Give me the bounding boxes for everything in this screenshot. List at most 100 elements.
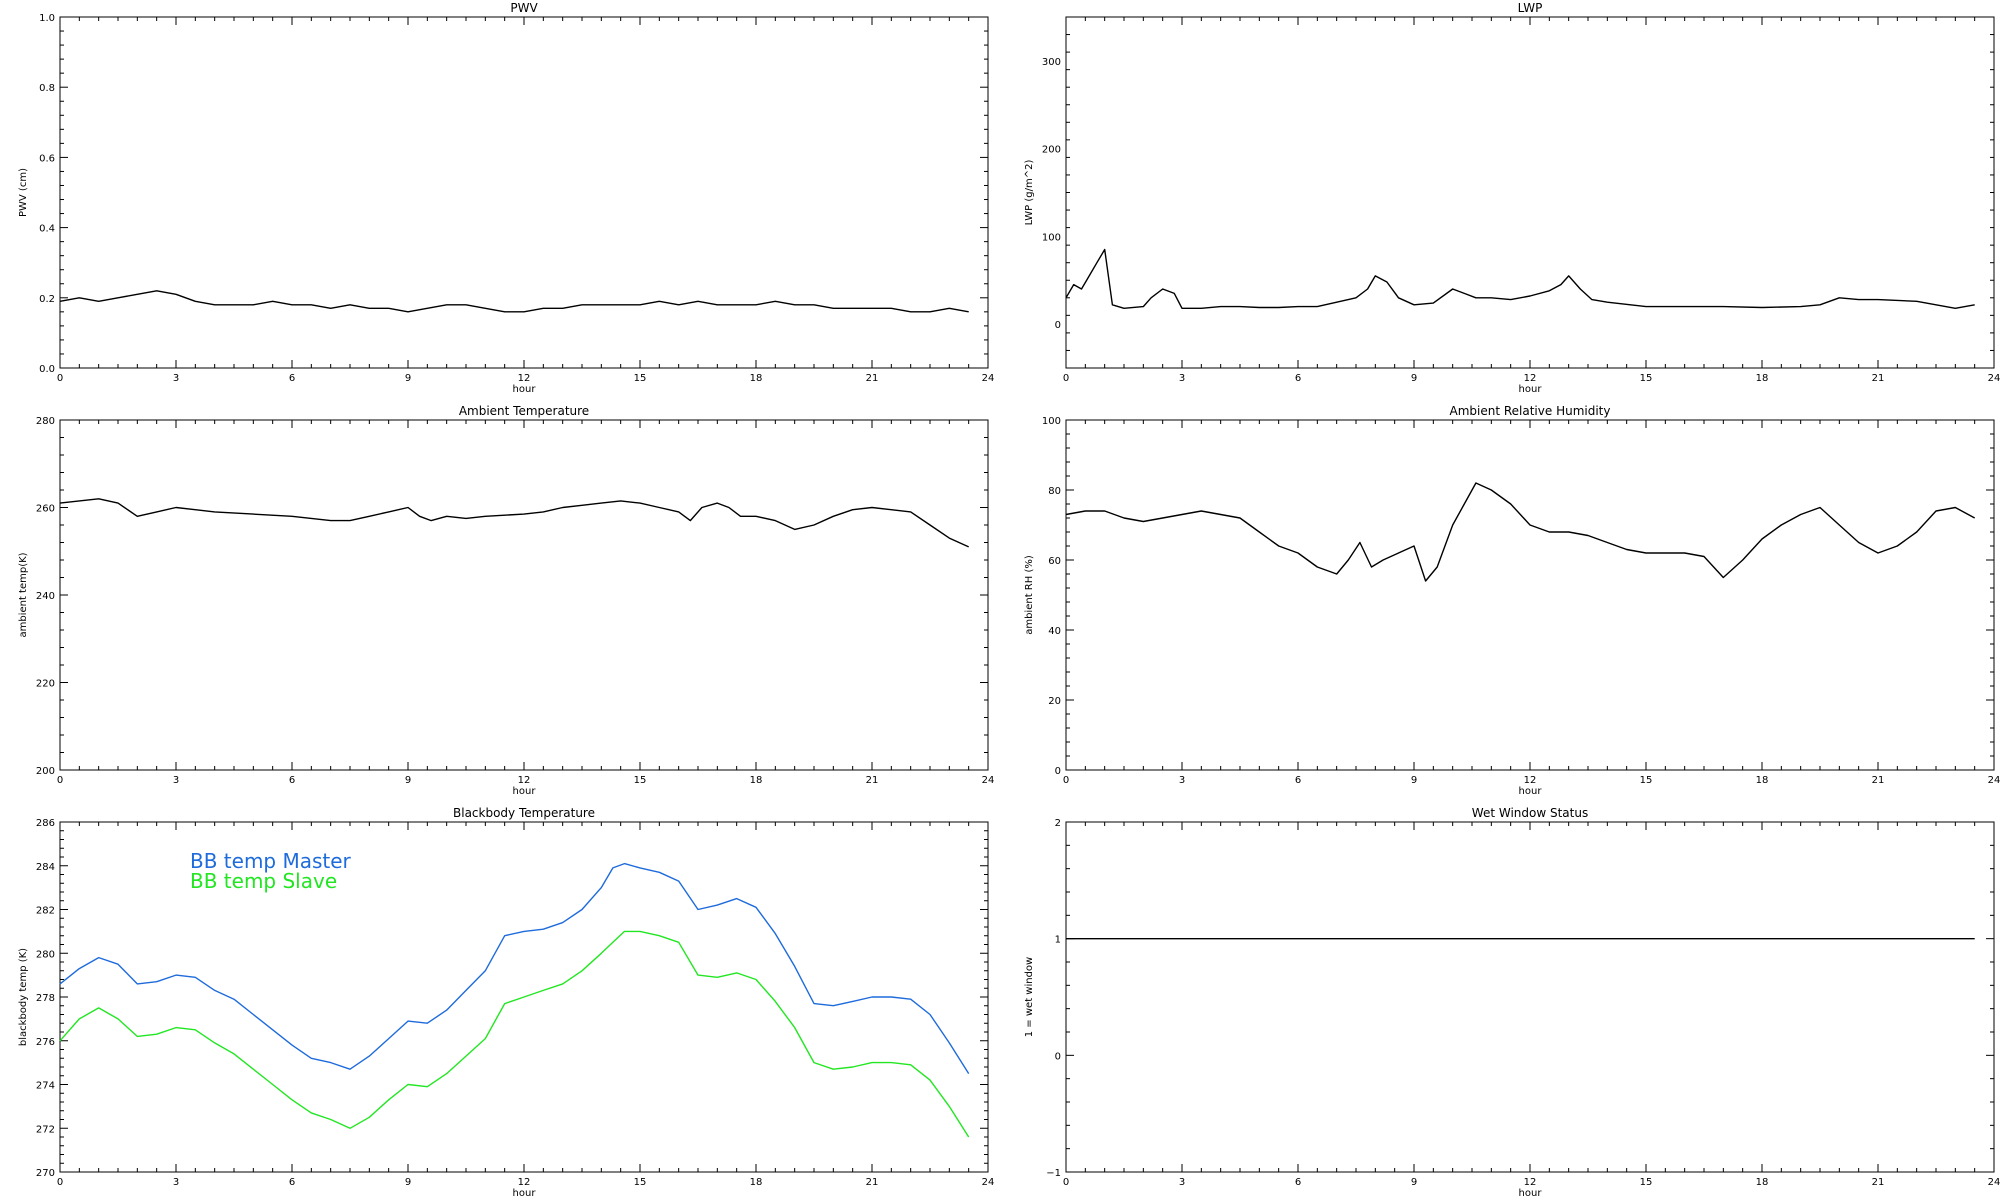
x-tick-label: 18 (750, 1177, 763, 1188)
chart-panel-5: Blackbody Temperature 0 3 6 9 12 15 18 21 24 hour 2… (18, 806, 994, 1199)
x-tick-label: 9 (405, 1177, 411, 1188)
y-axis-label: PWV (cm) (18, 168, 29, 217)
series-line-bb-temp-master (59, 862, 970, 1074)
series-line-1 (59, 498, 969, 548)
chart-title: Ambient Temperature (459, 404, 589, 418)
y-axis-label: 1 = wet window (1024, 957, 1035, 1037)
x-tick-label: 9 (405, 373, 411, 384)
x-tick-label: 6 (289, 775, 295, 786)
x-tick-label: 24 (982, 775, 995, 786)
x-tick-label: 6 (1295, 775, 1301, 786)
x-axis-label: hour (1519, 384, 1543, 395)
plot-frame (59, 16, 989, 369)
x-tick-label: 21 (1872, 1177, 1885, 1188)
x-tick-label: 6 (1295, 1177, 1301, 1188)
y-tick-label: −1 (1046, 1168, 1061, 1179)
x-tick-label: 21 (866, 1177, 879, 1188)
y-tick-label: 100 (1042, 232, 1061, 243)
series-line-1 (1065, 248, 1975, 309)
y-tick-label: 0.8 (39, 83, 55, 94)
y-tick-label: 1 (1055, 935, 1061, 946)
x-tick-label: 24 (1988, 373, 2000, 384)
x-axis-label: hour (513, 384, 537, 395)
plot-frame (1065, 821, 1995, 1173)
y-tick-label: 0.4 (39, 224, 55, 235)
y-tick-label: 0 (1055, 766, 1061, 777)
x-tick-label: 0 (57, 1177, 63, 1188)
y-axis-label: ambient RH (%) (1024, 555, 1035, 635)
y-tick-label: 200 (1042, 145, 1061, 156)
x-tick-label: 18 (750, 373, 763, 384)
x-tick-label: 15 (634, 373, 647, 384)
x-tick-label: 6 (289, 373, 295, 384)
series-line-bb-temp-slave (59, 930, 970, 1138)
plot-frame (1065, 16, 1995, 369)
x-tick-label: 24 (1988, 775, 2000, 786)
x-tick-label: 12 (518, 1177, 531, 1188)
x-tick-label: 9 (405, 775, 411, 786)
y-tick-label: 280 (36, 416, 55, 427)
x-tick-label: 15 (1640, 373, 1653, 384)
y-tick-label: 260 (36, 504, 55, 515)
x-tick-label: 21 (866, 373, 879, 384)
y-tick-label: 282 (36, 906, 55, 917)
x-tick-label: 0 (1063, 373, 1069, 384)
x-tick-label: 6 (1295, 373, 1301, 384)
series-line-1 (59, 290, 969, 313)
x-tick-label: 21 (1872, 373, 1885, 384)
legend-entry: BB temp Slave (190, 869, 337, 893)
x-tick-label: 24 (982, 373, 995, 384)
y-tick-label: 0.6 (39, 153, 55, 164)
chart-title: Blackbody Temperature (453, 806, 595, 820)
x-tick-label: 0 (57, 373, 63, 384)
x-tick-label: 9 (1411, 1177, 1417, 1188)
y-tick-label: 100 (1042, 416, 1061, 427)
x-tick-label: 24 (1988, 1177, 2000, 1188)
x-tick-label: 21 (866, 775, 879, 786)
x-tick-label: 15 (634, 1177, 647, 1188)
plot-frame (59, 419, 989, 771)
chart-title: PWV (510, 1, 538, 15)
y-tick-label: 80 (1048, 486, 1061, 497)
y-tick-label: 0 (1055, 1051, 1061, 1062)
y-tick-label: 40 (1048, 626, 1061, 637)
x-axis-label: hour (1519, 786, 1543, 797)
x-tick-label: 3 (173, 1177, 179, 1188)
x-tick-label: 0 (1063, 775, 1069, 786)
x-tick-label: 0 (1063, 1177, 1069, 1188)
y-tick-label: 284 (36, 862, 55, 873)
y-tick-label: 20 (1048, 696, 1061, 707)
y-tick-label: 0.2 (39, 294, 55, 305)
x-tick-label: 18 (1756, 775, 1769, 786)
chart-title: LWP (1518, 1, 1543, 15)
x-axis-label: hour (1519, 1188, 1543, 1199)
y-axis-label: LWP (g/m^2) (1024, 160, 1035, 226)
chart-panel-4: Ambient Relative Humidity 0 3 6 9 12 15 18 21 24 h… (1024, 404, 2000, 797)
x-tick-label: 6 (289, 1177, 295, 1188)
y-tick-label: 300 (1042, 57, 1061, 68)
y-tick-label: 0 (1055, 320, 1061, 331)
x-tick-label: 24 (982, 1177, 995, 1188)
y-tick-label: 280 (36, 949, 55, 960)
y-tick-label: 286 (36, 818, 55, 829)
y-axis-label: ambient temp(K) (18, 552, 29, 637)
x-tick-label: 12 (518, 373, 531, 384)
x-tick-label: 3 (1179, 373, 1185, 384)
chart-panel-3: Ambient Temperature 0 3 6 9 12 15 18 21 24 hour 200… (18, 404, 994, 797)
x-tick-label: 3 (1179, 775, 1185, 786)
x-tick-label: 9 (1411, 373, 1417, 384)
x-tick-label: 0 (57, 775, 63, 786)
y-tick-label: 2 (1055, 818, 1061, 829)
y-tick-label: 274 (36, 1081, 55, 1092)
y-tick-label: 278 (36, 993, 55, 1004)
x-tick-label: 12 (1524, 1177, 1537, 1188)
y-axis-label: blackbody temp (K) (18, 948, 29, 1046)
x-tick-label: 15 (634, 775, 647, 786)
y-tick-label: 60 (1048, 556, 1061, 567)
x-tick-label: 21 (1872, 775, 1885, 786)
chart-panel-1: PWV 0 3 6 9 12 15 18 21 24 hour 0.0 0.2 0.4 0.6 0.8 1.0 P… (18, 1, 994, 395)
y-tick-label: 220 (36, 679, 55, 690)
x-tick-label: 12 (518, 775, 531, 786)
